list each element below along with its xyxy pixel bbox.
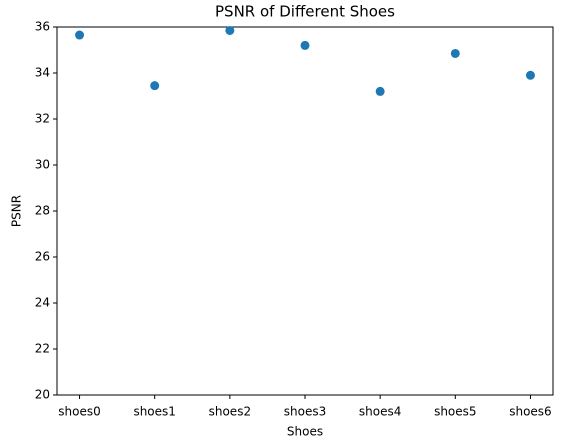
- x-tick-label: shoes4: [359, 405, 401, 419]
- y-tick-label: 36: [35, 20, 50, 34]
- y-tick-label: 30: [35, 158, 50, 172]
- y-tick-label: 28: [35, 204, 50, 218]
- point: [450, 48, 460, 58]
- point: [150, 81, 160, 91]
- y-tick-label: 26: [35, 250, 50, 264]
- point: [300, 40, 310, 50]
- point: [525, 70, 535, 80]
- point: [75, 30, 85, 40]
- x-tick-label: shoes1: [133, 405, 175, 419]
- x-tick-label: shoes3: [284, 405, 326, 419]
- point: [375, 86, 385, 96]
- y-axis-label: PSNR: [10, 195, 24, 227]
- y-tick-label: 24: [35, 296, 50, 310]
- x-tick-label: shoes0: [58, 405, 100, 419]
- x-tick-label: shoes5: [434, 405, 476, 419]
- y-tick-label: 32: [35, 112, 50, 126]
- x-tick-label: shoes6: [509, 405, 551, 419]
- x-axis-label: Shoes: [287, 425, 323, 439]
- chart-title: PSNR of Different Shoes: [215, 3, 395, 21]
- point: [225, 25, 235, 35]
- y-tick-label: 34: [35, 66, 50, 80]
- y-tick-label: 20: [35, 388, 50, 402]
- x-tick-label: shoes2: [209, 405, 251, 419]
- y-tick-label: 22: [35, 342, 50, 356]
